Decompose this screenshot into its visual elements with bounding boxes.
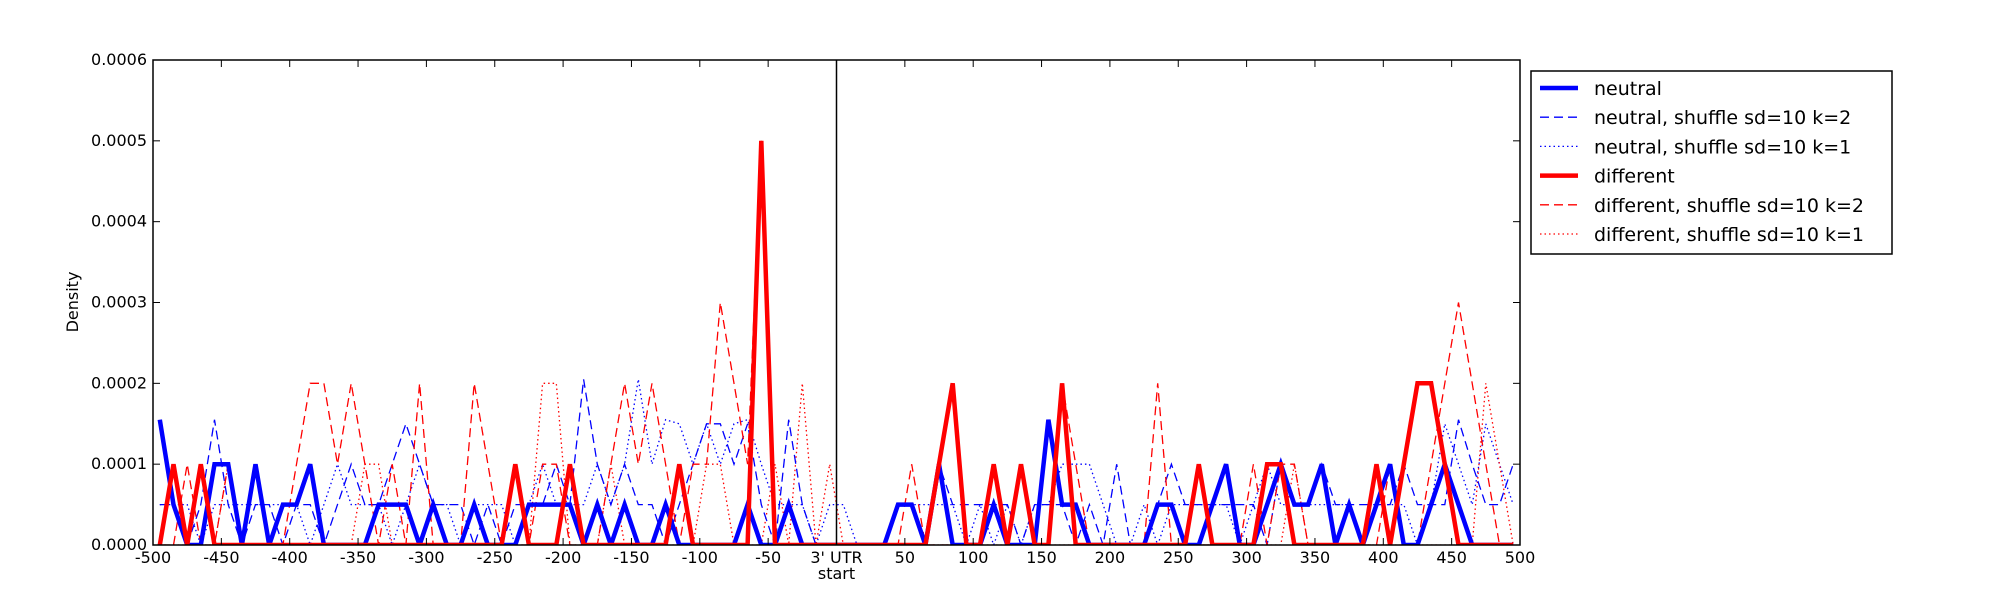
x-tick-label: -50 xyxy=(755,548,781,567)
series-line-1 xyxy=(159,379,1514,545)
legend-label-2: neutral, shuffle sd=10 k=1 xyxy=(1594,136,1851,158)
x-tick-label: -250 xyxy=(477,548,513,567)
series-line-0 xyxy=(157,419,1514,545)
x-tick-label: 300 xyxy=(1231,548,1262,567)
x-tick-label: 450 xyxy=(1436,548,1467,567)
series-layer xyxy=(157,140,1514,545)
y-tick-label: 0.0005 xyxy=(91,131,147,150)
x-tick-label: 400 xyxy=(1368,548,1399,567)
y-tick-label: 0.0000 xyxy=(91,535,147,554)
legend-frame xyxy=(1530,70,1893,255)
x-tick-label: -500 xyxy=(135,548,171,567)
legend-label-0: neutral xyxy=(1594,78,1662,100)
x-tick-label: 200 xyxy=(1095,548,1126,567)
x-tick-label: -300 xyxy=(408,548,444,567)
x-tick-label: start xyxy=(818,564,855,583)
x-tick-label: -350 xyxy=(340,548,376,567)
x-tick-label: 3' UTR xyxy=(810,548,862,567)
series-line-3 xyxy=(157,140,1514,545)
x-tick-label: 250 xyxy=(1163,548,1194,567)
y-tick-label: 0.0002 xyxy=(91,373,147,392)
x-tick-label: -400 xyxy=(272,548,308,567)
x-tick-label: -100 xyxy=(682,548,718,567)
legend-label-5: different, shuffle sd=10 k=1 xyxy=(1594,224,1864,246)
x-tick-label: 50 xyxy=(895,548,915,567)
y-tick-label: 0.0004 xyxy=(91,212,147,231)
x-tick-label: -200 xyxy=(545,548,581,567)
y-tick-label: 0.0001 xyxy=(91,454,147,473)
x-tick-label: 500 xyxy=(1505,548,1536,567)
y-tick-label: 0.0006 xyxy=(91,50,147,69)
legend-label-1: neutral, shuffle sd=10 k=2 xyxy=(1594,107,1851,129)
x-tick-label: 350 xyxy=(1300,548,1331,567)
x-tick-label: 100 xyxy=(958,548,989,567)
x-tick-label: -150 xyxy=(613,548,649,567)
y-tick-label: 0.0003 xyxy=(91,293,147,312)
x-tick-label: -450 xyxy=(203,548,239,567)
axis-ticks: -500 -450 -400 -350 -300 -250 -200 -150 -100 -50 3… xyxy=(91,50,1535,583)
y-axis-label: Density xyxy=(63,272,82,333)
legend-label-3: different xyxy=(1594,166,1675,188)
x-tick-label: 150 xyxy=(1026,548,1057,567)
legend: neutral neutral, shuffle sd=10 k=2 neutral… xyxy=(1530,70,1893,255)
legend-label-4: different, shuffle sd=10 k=2 xyxy=(1594,195,1864,217)
